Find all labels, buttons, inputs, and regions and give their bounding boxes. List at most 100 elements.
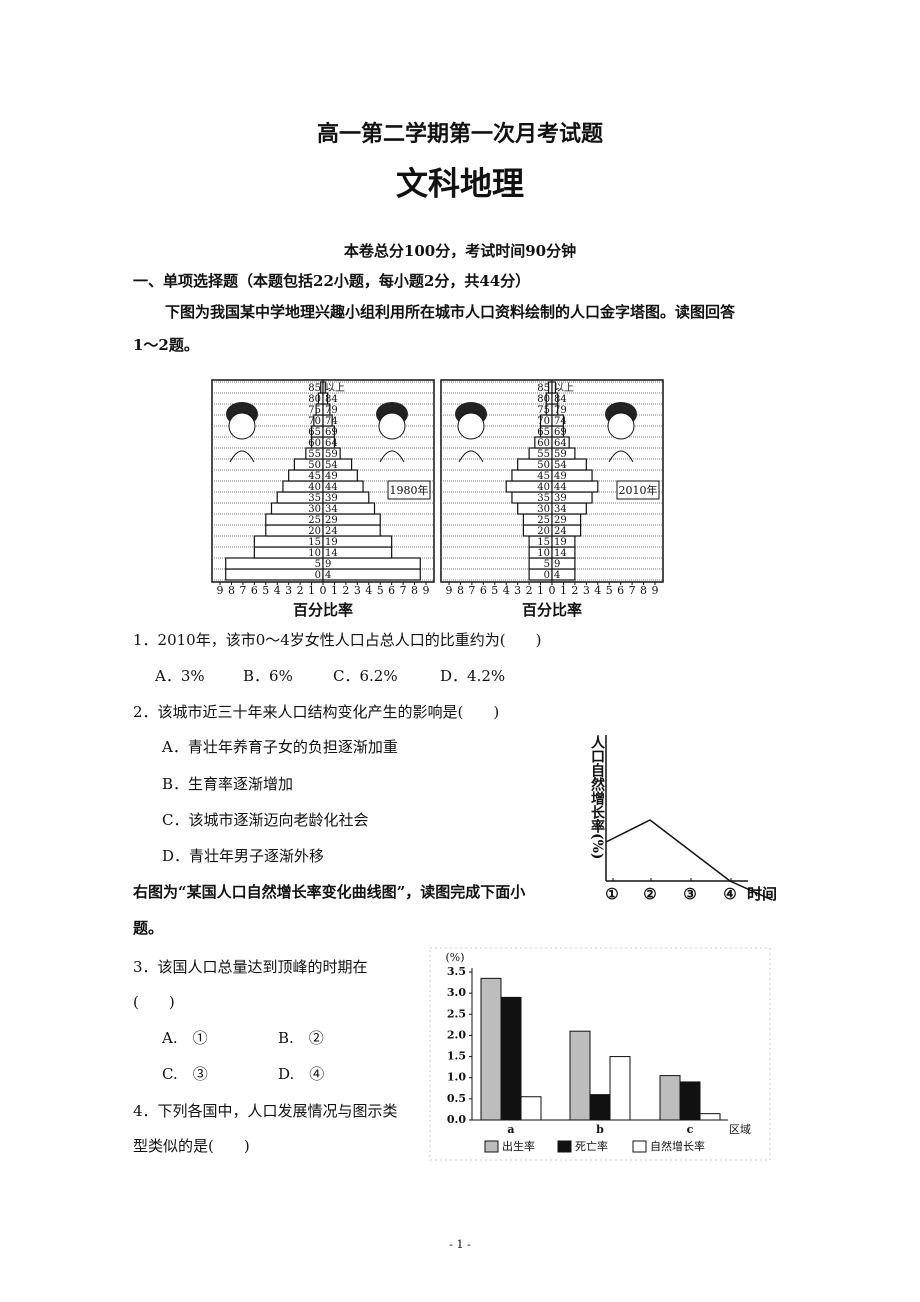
year-box: [616, 480, 660, 500]
age-label: 54: [554, 460, 567, 471]
cartoon-face: [228, 412, 256, 440]
bar: [500, 996, 522, 1121]
age-label: 40: [537, 482, 550, 493]
age-label: 0: [544, 570, 550, 581]
age-label: 4: [554, 570, 560, 581]
age-label: 59: [325, 449, 338, 460]
age-label: 39: [554, 493, 567, 504]
x-tick-label: 2: [526, 584, 533, 597]
x-axis-label: 百分比率: [522, 601, 582, 619]
x-tick-label: 2: [297, 584, 304, 597]
y-tick-label: 1.5: [447, 1050, 466, 1063]
legend-label: 死亡率: [575, 1139, 608, 1153]
age-label: 65: [308, 427, 321, 438]
age-label: 70: [537, 416, 550, 427]
x-tick-label: 3: [285, 584, 292, 597]
year-label: 1980年: [390, 483, 429, 497]
age-label: 10: [537, 548, 550, 559]
cartoon-body: [229, 450, 255, 463]
option: A. ①: [161, 1029, 208, 1047]
age-label: 34: [554, 504, 567, 515]
age-label: 44: [325, 482, 338, 493]
age-label: 40: [308, 482, 321, 493]
age-label: 55: [308, 449, 321, 460]
age-label: 24: [554, 526, 567, 537]
male-bar: [225, 557, 324, 570]
age-label: 25: [537, 515, 550, 526]
age-label: 5: [315, 559, 321, 570]
age-label: 60: [537, 438, 550, 449]
age-label: 79: [554, 405, 567, 416]
age-label: 80: [537, 394, 550, 405]
section-heading: 一、单项选择题（本题包括22小题，每小题2分，共44分）: [133, 272, 530, 290]
female-bar: [322, 568, 421, 581]
age-label: 19: [554, 537, 567, 548]
x-tick-label: 1: [560, 584, 567, 597]
age-label: 70: [308, 416, 321, 427]
age-label: 30: [537, 504, 550, 515]
age-label: 20: [308, 526, 321, 537]
x-tick-label: 7: [629, 584, 636, 597]
period-label: ②: [643, 885, 656, 903]
option: A．青壮年养育子女的负担逐渐加重: [161, 738, 398, 756]
age-label: 64: [325, 438, 338, 449]
subject-title: 文科地理: [396, 165, 524, 203]
age-label: 19: [325, 537, 338, 548]
age-label: 45: [308, 471, 321, 482]
exam-title: 高一第二学期第一次月考试题: [317, 121, 604, 147]
age-label: 0: [315, 570, 321, 581]
bar: [589, 1094, 611, 1121]
y-tick-label: 1.0: [447, 1071, 466, 1084]
bar: [480, 977, 502, 1121]
age-label: 14: [325, 548, 338, 559]
age-label: 34: [325, 504, 338, 515]
option: B．生育率逐渐增加: [162, 775, 293, 793]
age-label: 4: [325, 570, 331, 581]
page-number: - 1 -: [449, 1238, 471, 1251]
age-label: 29: [325, 515, 338, 526]
x-tick-label: 9: [446, 584, 453, 597]
year-label: 2010年: [619, 483, 658, 497]
instruction-line: 右图为“某国人口自然增长率变化曲线图”，读图完成下面小: [133, 883, 525, 901]
age-label: 35: [537, 493, 550, 504]
age-label: 29: [554, 515, 567, 526]
bar: [609, 1056, 631, 1121]
age-label: 84: [325, 394, 338, 405]
option: B. ②: [278, 1029, 324, 1047]
period-label: ④: [723, 885, 736, 903]
x-tick-label: 9: [217, 584, 224, 597]
x-tick-label: 1: [537, 584, 544, 597]
age-label: 85: [537, 383, 550, 394]
x-axis-label: 时间: [747, 885, 777, 903]
x-tick-label: 8: [228, 584, 235, 597]
age-label: 24: [325, 526, 338, 537]
period-label: ①: [605, 885, 618, 903]
x-tick-label: 4: [594, 584, 601, 597]
growth-curve: [605, 819, 773, 901]
cartoon-face: [457, 412, 485, 440]
x-tick-label: 3: [514, 584, 521, 597]
x-tick-label: 7: [400, 584, 407, 597]
option: D. ④: [278, 1065, 324, 1083]
age-label: 9: [554, 559, 560, 570]
age-label: 45: [537, 471, 550, 482]
question-stem: ( ): [133, 993, 175, 1011]
age-label: 69: [325, 427, 338, 438]
x-tick-label: 2: [571, 584, 578, 597]
x-tick-label: 6: [251, 584, 258, 597]
bar: [699, 1113, 721, 1121]
x-tick-label: 1: [331, 584, 338, 597]
y-tick-label: 3.0: [447, 986, 466, 999]
option: D．青壮年男子逐渐外移: [162, 847, 324, 865]
age-label: 74: [554, 416, 567, 427]
cartoon-body: [379, 450, 405, 463]
age-label: 35: [308, 493, 321, 504]
age-label: 79: [325, 405, 338, 416]
age-label: 59: [554, 449, 567, 460]
y-tick-label: 0.5: [447, 1092, 466, 1105]
x-tick-label: 7: [239, 584, 246, 597]
option: C．6.2%: [333, 667, 398, 685]
age-label: 75: [308, 405, 321, 416]
cartoon-face: [378, 412, 406, 440]
age-label: 30: [308, 504, 321, 515]
